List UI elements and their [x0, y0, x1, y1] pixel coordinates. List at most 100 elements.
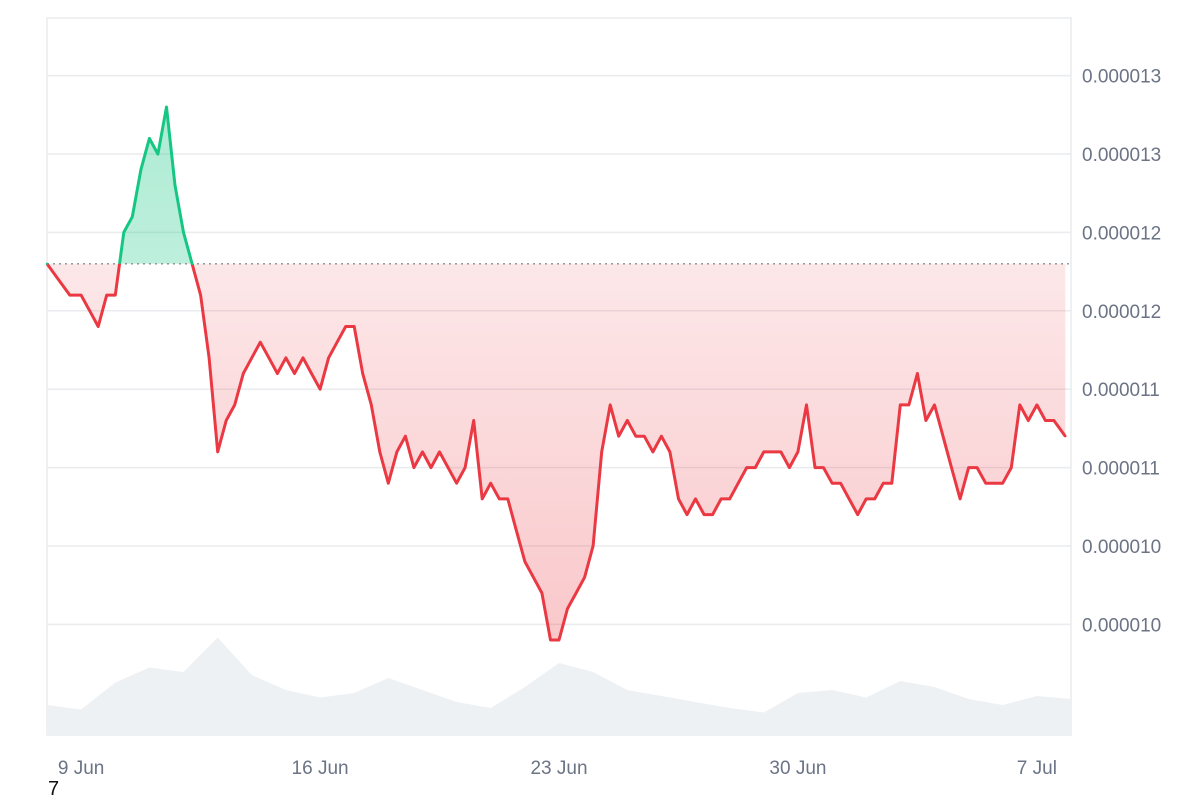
price-point — [1018, 403, 1021, 407]
price-point — [685, 513, 689, 516]
price-point — [950, 466, 953, 469]
price-point — [387, 482, 390, 485]
price-point — [1035, 403, 1039, 407]
price-point — [813, 466, 817, 469]
price-point — [583, 576, 586, 579]
price-point — [310, 372, 313, 375]
y-tick-label: 0.000010 — [1082, 537, 1161, 558]
price-point — [839, 482, 842, 485]
price-point — [267, 356, 271, 359]
price-point — [984, 482, 987, 485]
price-point — [660, 435, 663, 438]
price-point — [57, 278, 60, 281]
price-point — [327, 356, 330, 359]
price-point — [284, 356, 288, 359]
price-point — [907, 403, 911, 407]
price-point — [463, 466, 467, 469]
price-point — [370, 403, 373, 407]
price-point — [1044, 419, 1047, 422]
price-point — [378, 450, 381, 454]
price-point — [131, 215, 134, 218]
price-point — [549, 638, 552, 642]
price-point — [498, 497, 501, 501]
x-tick-label: 9 Jun — [58, 758, 104, 779]
price-point — [882, 482, 885, 485]
price-point — [643, 435, 646, 438]
price-point — [830, 482, 834, 485]
y-tick-label: 0.000010 — [1082, 615, 1161, 636]
price-point — [566, 607, 569, 610]
price-point — [250, 356, 253, 359]
price-point — [591, 544, 595, 548]
price-point — [719, 497, 723, 501]
price-point — [737, 482, 740, 485]
x-tick-label: 16 Jun — [292, 758, 349, 779]
price-point — [1001, 482, 1004, 485]
price-point — [745, 466, 748, 469]
price-point — [967, 466, 970, 469]
price-fill — [47, 107, 1066, 640]
x-tick-label: 30 Jun — [769, 758, 826, 779]
y-tick-label: 0.000013 — [1082, 67, 1161, 88]
price-point — [865, 497, 868, 501]
y-tick-label: 0.000012 — [1082, 302, 1161, 323]
price-point — [148, 137, 151, 140]
corner-label: 7 — [48, 778, 60, 800]
price-point — [702, 513, 706, 516]
price-point — [45, 262, 49, 265]
price-point — [293, 372, 296, 375]
price-point — [958, 497, 962, 501]
price-point — [532, 576, 535, 579]
y-axis: 0.000010 0.000010 0.000011 0.000011 0.000012… — [1082, 67, 1161, 637]
price-point — [694, 497, 697, 501]
price-point — [677, 497, 680, 501]
price-point — [779, 450, 783, 454]
price-point — [79, 293, 83, 297]
price-point — [634, 435, 637, 438]
price-point — [1010, 466, 1013, 469]
x-tick-label: 23 Jun — [530, 758, 587, 779]
x-axis: 9 Jun 16 Jun 23 Jun 30 Jun 7 Jul — [58, 758, 1057, 779]
price-point — [276, 372, 279, 375]
y-tick-label: 0.000011 — [1082, 459, 1160, 480]
price-point — [796, 450, 800, 454]
price-point — [156, 152, 160, 156]
price-point — [182, 231, 185, 234]
price-point — [933, 403, 936, 407]
price-point — [941, 435, 945, 438]
price-point — [97, 325, 100, 328]
volume-area-shape — [47, 637, 1071, 735]
y-tick-label: 0.000012 — [1082, 223, 1161, 244]
price-point — [805, 403, 808, 407]
price-point — [395, 450, 399, 454]
price-point — [668, 450, 672, 454]
price-point — [105, 293, 108, 297]
price-point — [506, 497, 509, 501]
price-point — [207, 356, 211, 359]
up-fill-area — [119, 107, 193, 264]
price-point — [600, 450, 603, 454]
price-point — [88, 309, 91, 312]
price-point — [344, 325, 347, 328]
x-tick-label: 7 Jul — [1017, 758, 1057, 779]
volume-area — [47, 637, 1071, 735]
price-point — [404, 435, 407, 438]
price-point — [421, 450, 424, 454]
price-point — [609, 403, 612, 407]
price-point — [916, 372, 919, 375]
price-point — [242, 372, 245, 375]
price-point — [899, 403, 902, 407]
price-point — [557, 638, 561, 642]
price-point — [873, 497, 876, 501]
price-point — [574, 591, 578, 595]
price-point — [651, 450, 655, 454]
price-point — [173, 184, 177, 187]
price-point — [318, 388, 322, 391]
price-point — [353, 325, 356, 328]
price-point — [165, 105, 168, 109]
price-point — [259, 341, 262, 344]
price-point — [617, 435, 620, 438]
price-point — [924, 419, 928, 422]
price-point — [540, 591, 544, 595]
price-point — [762, 450, 765, 454]
